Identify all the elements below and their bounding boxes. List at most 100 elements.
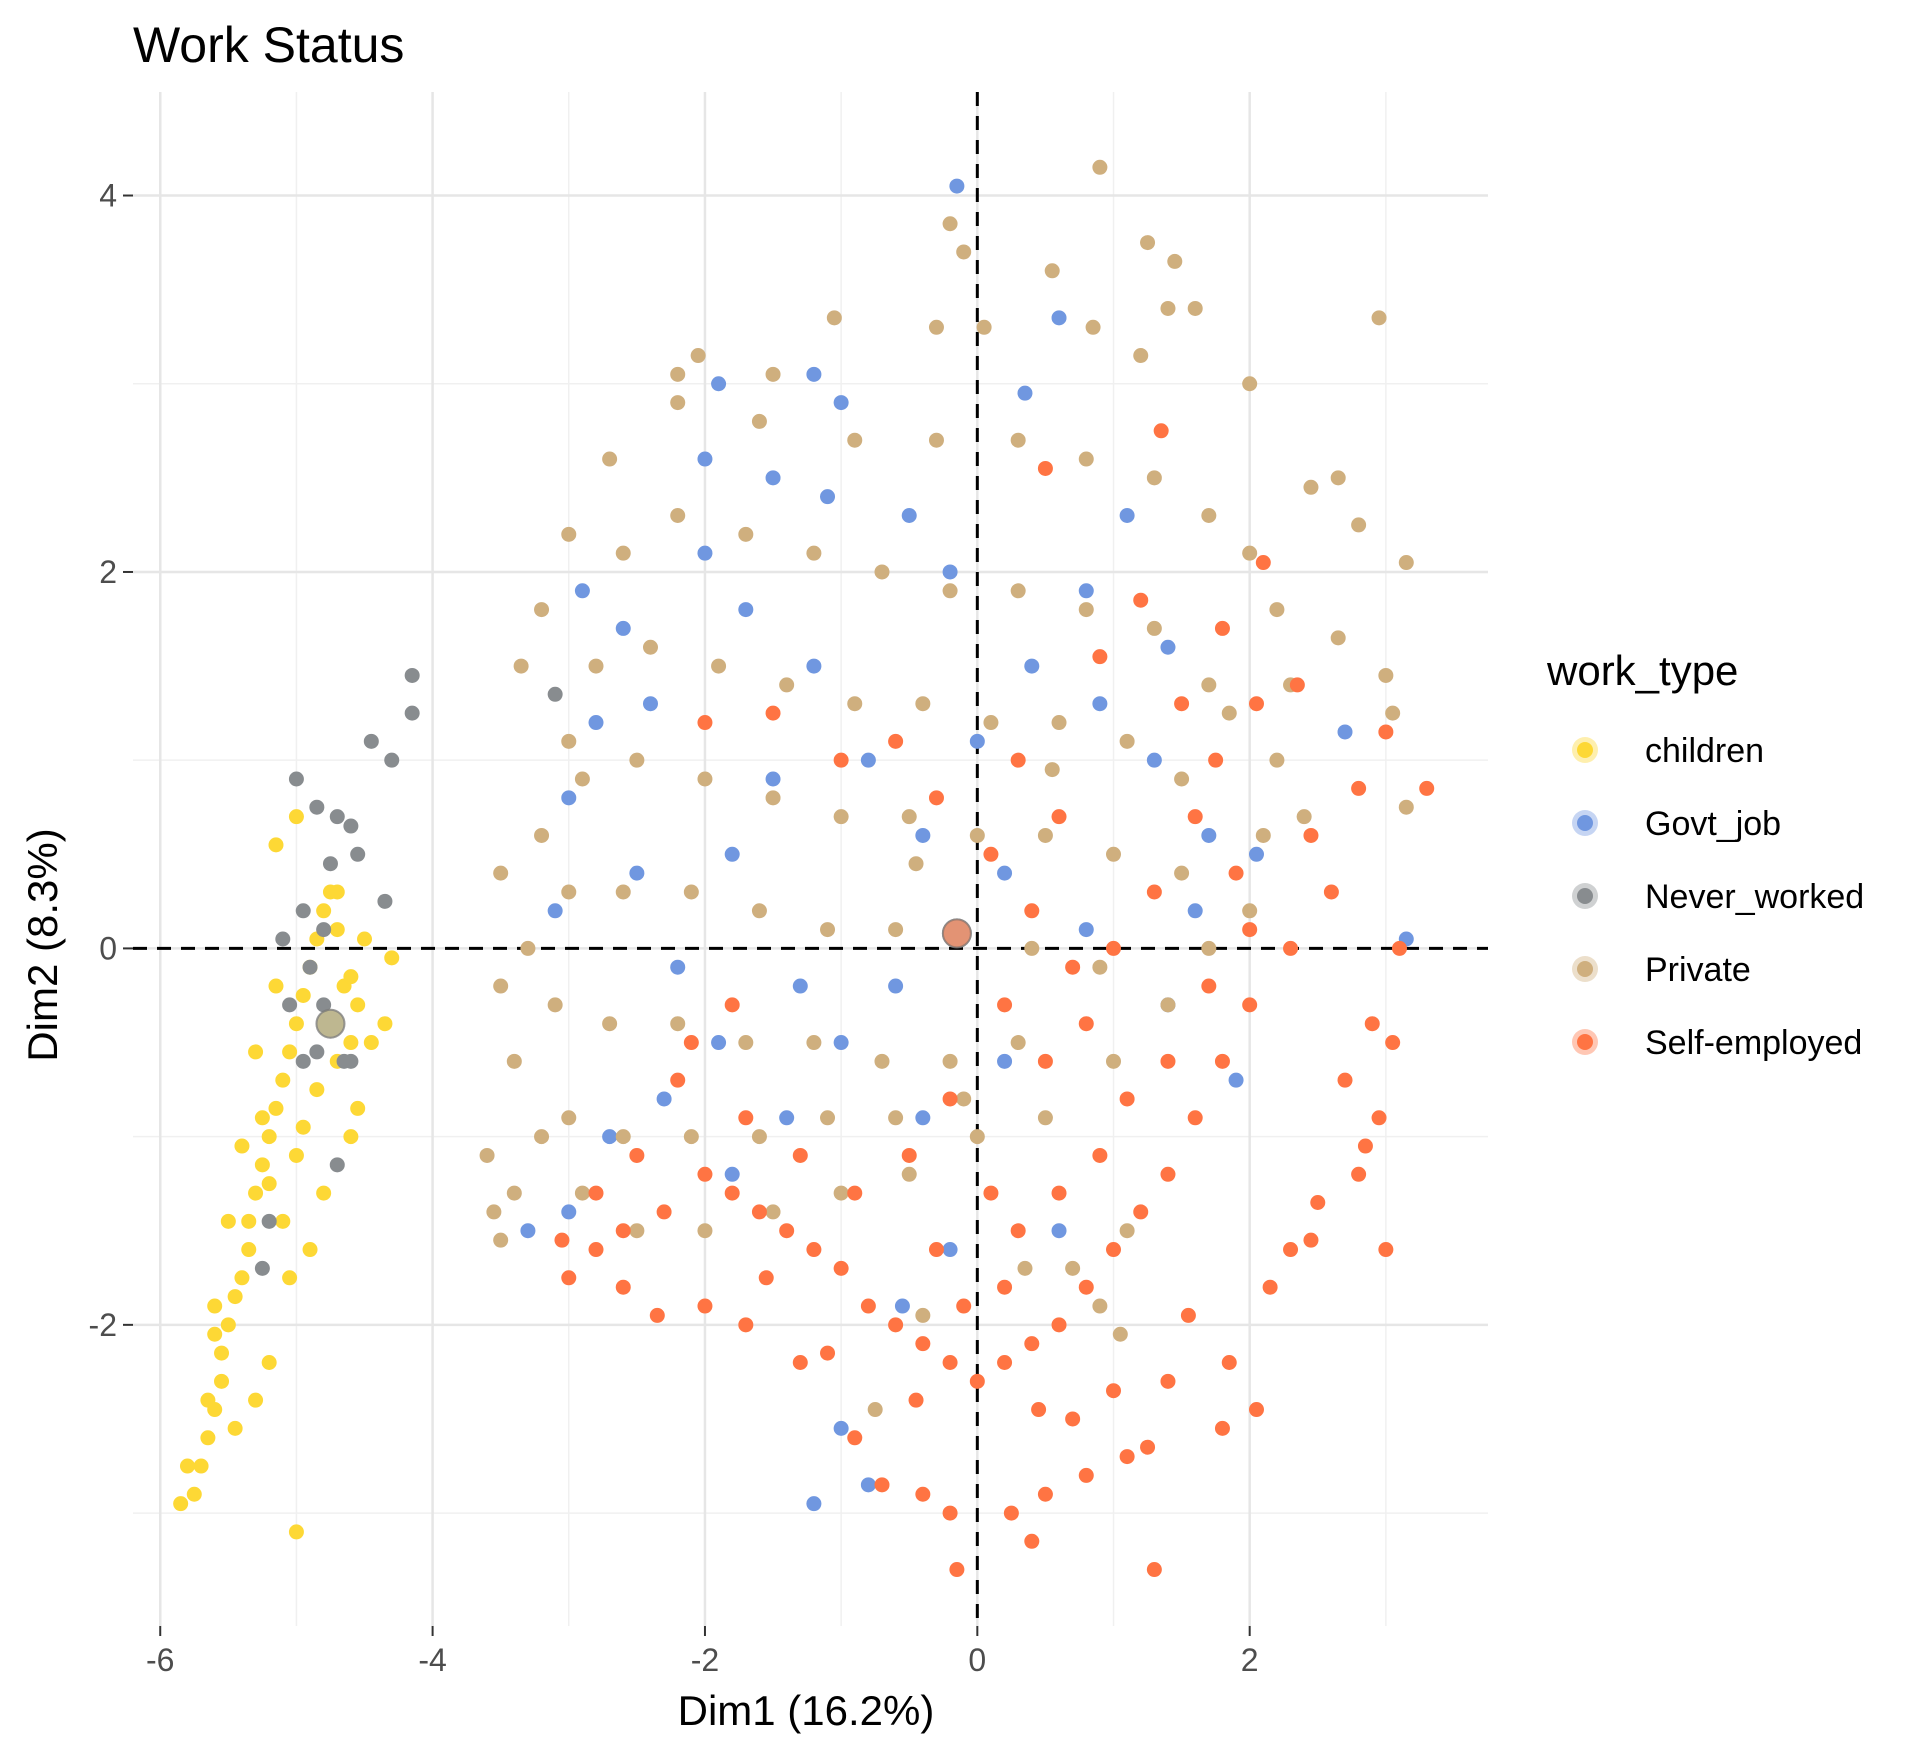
y-tick-label: -2: [89, 1307, 117, 1343]
data-point: [1078, 451, 1094, 467]
data-point: [1078, 1016, 1094, 1032]
data-point: [656, 1091, 672, 1107]
data-point: [561, 733, 577, 749]
data-point: [384, 752, 400, 768]
data-point: [350, 846, 366, 862]
data-point: [288, 809, 304, 825]
data-point: [629, 1223, 645, 1239]
data-point: [275, 1213, 291, 1229]
data-point: [1269, 752, 1285, 768]
data-point: [711, 1035, 727, 1051]
data-point: [534, 1129, 550, 1145]
centroid-Self-employed: [941, 918, 972, 949]
data-point: [615, 1129, 631, 1145]
data-point: [942, 1505, 958, 1521]
data-point: [1167, 253, 1183, 269]
data-point: [295, 987, 311, 1003]
data-point: [343, 1035, 359, 1051]
data-point: [588, 715, 604, 731]
data-point: [179, 1458, 195, 1474]
data-point: [220, 1317, 236, 1333]
data-point: [343, 1129, 359, 1145]
data-point: [193, 1458, 209, 1474]
data-point: [949, 178, 965, 194]
data-point: [860, 1477, 876, 1493]
data-point: [928, 1242, 944, 1258]
data-point: [1051, 310, 1067, 326]
data-point: [261, 1354, 277, 1370]
data-point: [942, 1091, 958, 1107]
data-point: [826, 310, 842, 326]
data-point: [697, 1166, 713, 1182]
data-point: [302, 959, 318, 975]
data-point: [888, 1110, 904, 1126]
data-point: [234, 1270, 250, 1286]
data-point: [997, 997, 1013, 1013]
data-point: [1146, 752, 1162, 768]
data-point: [534, 827, 550, 843]
data-point: [493, 865, 509, 881]
x-tick-label: -6: [146, 1642, 174, 1678]
data-point: [1160, 1053, 1176, 1069]
data-point: [1106, 1053, 1122, 1069]
data-point: [888, 922, 904, 938]
data-point: [670, 959, 686, 975]
data-point: [329, 1157, 345, 1173]
data-point: [1051, 715, 1067, 731]
data-point: [1221, 705, 1237, 721]
data-point: [200, 1430, 216, 1446]
data-point: [561, 884, 577, 900]
data-point: [724, 997, 740, 1013]
data-point: [1119, 1449, 1135, 1465]
data-point: [751, 1129, 767, 1145]
data-point: [915, 1307, 931, 1323]
data-point: [1214, 1053, 1230, 1069]
data-point: [602, 451, 618, 467]
data-point: [615, 1223, 631, 1239]
data-point: [901, 1166, 917, 1182]
data-point: [765, 790, 781, 806]
data-point: [983, 715, 999, 731]
data-point: [1255, 555, 1271, 571]
data-point: [847, 1430, 863, 1446]
data-point: [1010, 432, 1026, 448]
data-point: [1180, 1307, 1196, 1323]
data-point: [1024, 903, 1040, 919]
data-point: [288, 1147, 304, 1163]
data-point: [357, 931, 373, 947]
data-point: [969, 1129, 985, 1145]
data-point: [1378, 1242, 1394, 1258]
data-point: [316, 1185, 332, 1201]
data-point: [1174, 696, 1190, 712]
data-point: [942, 1053, 958, 1069]
data-point: [384, 950, 400, 966]
data-point: [1303, 1232, 1319, 1248]
reference-lines: [133, 92, 1488, 1626]
data-point: [833, 1420, 849, 1436]
data-point: [847, 1185, 863, 1201]
data-point: [1003, 1505, 1019, 1521]
data-point: [888, 1317, 904, 1333]
data-point: [1092, 959, 1108, 975]
data-point: [1385, 705, 1401, 721]
data-point: [983, 1185, 999, 1201]
legend-key-Never_worked: [1577, 888, 1593, 904]
legend-title: work_type: [1546, 647, 1738, 694]
data-point: [956, 1298, 972, 1314]
y-tick-label: 0: [99, 930, 117, 966]
data-point: [1187, 903, 1203, 919]
data-point: [779, 1223, 795, 1239]
data-point: [561, 790, 577, 806]
data-point: [275, 931, 291, 947]
data-point: [792, 1354, 808, 1370]
data-point: [969, 1373, 985, 1389]
data-point: [806, 1035, 822, 1051]
data-point: [1228, 865, 1244, 881]
data-point: [1119, 1223, 1135, 1239]
x-axis-title: Dim1 (16.2%): [678, 1687, 935, 1734]
data-point: [751, 413, 767, 429]
data-point: [1378, 667, 1394, 683]
data-point: [261, 1213, 277, 1229]
data-point: [1310, 1195, 1326, 1211]
